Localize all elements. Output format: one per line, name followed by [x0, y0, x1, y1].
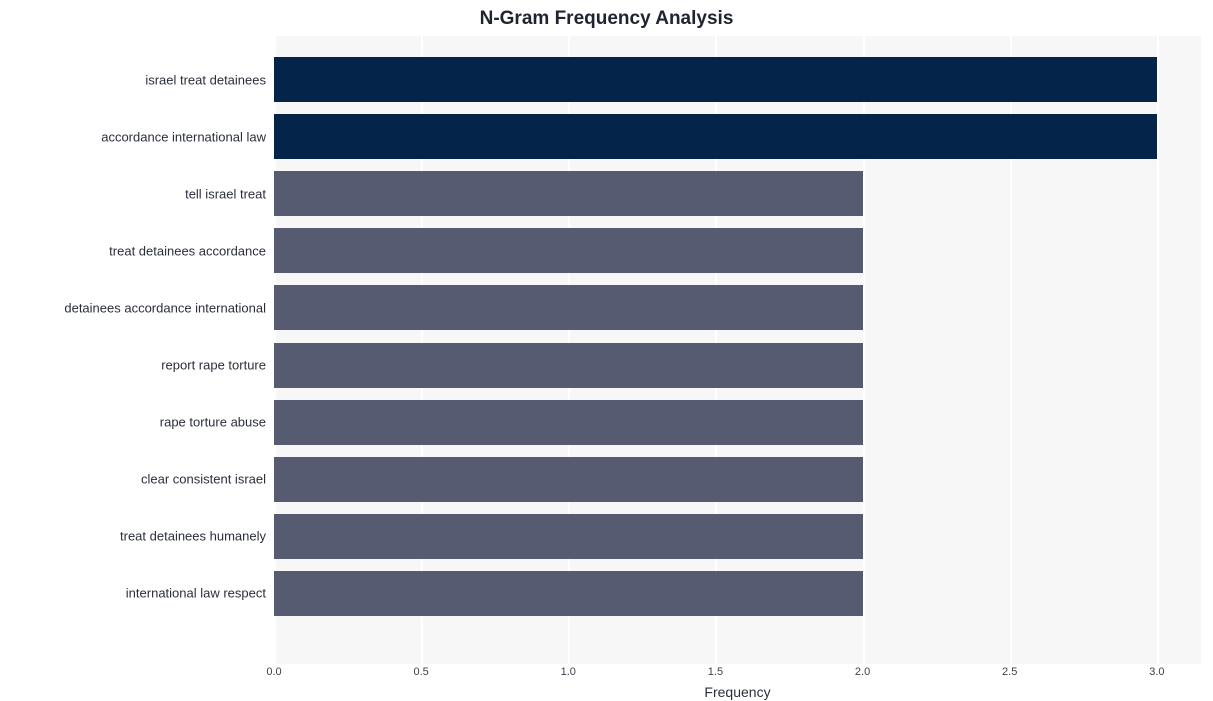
- bar-row: [274, 222, 863, 279]
- x-tick-label: 0.0: [266, 666, 281, 678]
- bar: [274, 114, 1157, 159]
- y-axis-label: international law respect: [126, 586, 266, 601]
- chart-title: N-Gram Frequency Analysis: [0, 8, 1213, 30]
- x-tick-label: 2.0: [855, 666, 870, 678]
- x-axis-label: Frequency: [274, 684, 1201, 700]
- bar-row: [274, 394, 863, 451]
- x-tick-label: 0.5: [413, 666, 428, 678]
- y-axis-label: accordance international law: [101, 129, 266, 144]
- y-axis-label: tell israel treat: [185, 186, 266, 201]
- bar: [274, 457, 863, 502]
- bar: [274, 285, 863, 330]
- x-tick-label: 1.5: [708, 666, 723, 678]
- bar-row: [274, 337, 863, 394]
- y-axis-label: report rape torture: [161, 358, 266, 373]
- y-axis-label: treat detainees humanely: [120, 529, 266, 544]
- bar-row: [274, 451, 863, 508]
- bar: [274, 514, 863, 559]
- plot-area: [274, 36, 1201, 664]
- x-axis-ticks: 0.00.51.01.52.02.53.0: [274, 664, 1201, 684]
- y-axis-label: detainees accordance international: [64, 300, 266, 315]
- bar: [274, 171, 863, 216]
- y-axis-label: rape torture abuse: [160, 415, 266, 430]
- x-tick-label: 2.5: [1002, 666, 1017, 678]
- y-axis-label: clear consistent israel: [141, 472, 266, 487]
- bar-row: [274, 508, 863, 565]
- y-axis-label: israel treat detainees: [145, 72, 266, 87]
- bars-layer: [274, 36, 1201, 664]
- ngram-frequency-chart: N-Gram Frequency Analysis israel treat d…: [0, 0, 1213, 701]
- x-tick-label: 1.0: [561, 666, 576, 678]
- bar: [274, 57, 1157, 102]
- bar: [274, 571, 863, 616]
- bar: [274, 400, 863, 445]
- bar: [274, 228, 863, 273]
- bar-row: [274, 165, 863, 222]
- bar-row: [274, 51, 1157, 108]
- y-axis-labels: israel treat detainees accordance interna…: [0, 36, 266, 664]
- y-axis-label: treat detainees accordance: [109, 243, 266, 258]
- bar: [274, 343, 863, 388]
- x-tick-label: 3.0: [1149, 666, 1164, 678]
- bar-row: [274, 279, 863, 336]
- bar-row: [274, 565, 863, 622]
- bar-row: [274, 108, 1157, 165]
